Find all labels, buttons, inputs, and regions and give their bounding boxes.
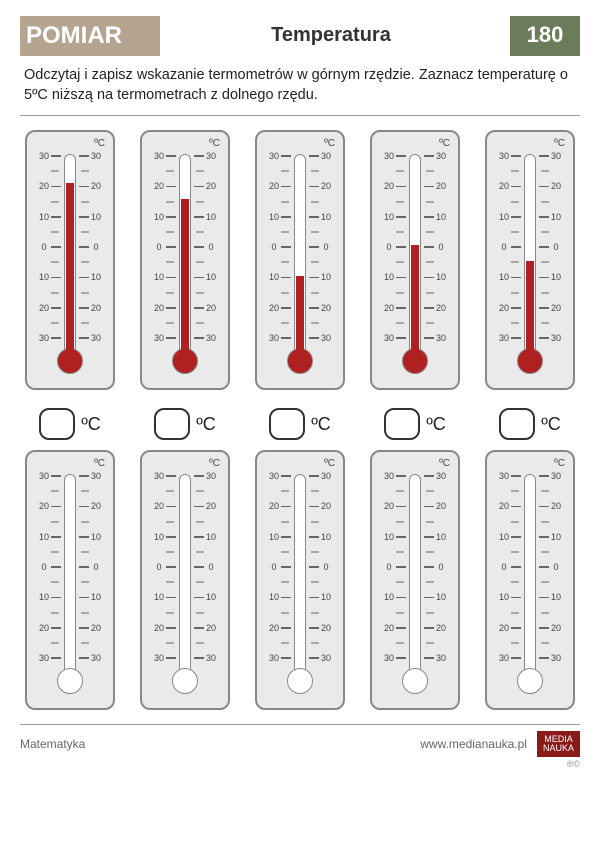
thermometer-bulb	[402, 348, 428, 374]
copyright: ®©	[20, 759, 580, 769]
answer-input-box[interactable]	[269, 408, 305, 440]
category-label: POMIAR	[20, 16, 160, 56]
publisher-logo: MEDIANAUKA	[537, 731, 580, 757]
answer-input-box[interactable]	[499, 408, 535, 440]
thermometer: ºC30302020101000101020203030	[255, 450, 345, 710]
answer-row: ºC ºC ºC ºC ºC	[20, 400, 580, 440]
answer-input-box[interactable]	[39, 408, 75, 440]
thermometer-bulb	[517, 348, 543, 374]
thermometer-bulb	[57, 668, 83, 694]
worksheet-header: POMIAR Temperatura 180	[20, 16, 580, 56]
thermometer: ºC30302020101000101020203030	[485, 450, 575, 710]
thermometer-bulb	[172, 348, 198, 374]
unit-label: ºC	[196, 414, 216, 435]
page-number: 180	[510, 16, 580, 56]
mercury-column	[66, 183, 74, 350]
thermometer: ºC30302020101000101020203030	[255, 130, 345, 390]
unit-label: ºC	[426, 414, 446, 435]
thermometer: ºC30302020101000101020203030	[25, 450, 115, 710]
unit-label: ºC	[81, 414, 101, 435]
thermometer-bulb	[287, 668, 313, 694]
thermometer-bulb	[172, 668, 198, 694]
mercury-column	[411, 245, 419, 350]
instructions-text: Odczytaj i zapisz wskazanie termometrów …	[20, 64, 580, 116]
answer-input-box[interactable]	[154, 408, 190, 440]
topic-label: Temperatura	[160, 16, 502, 56]
thermometer: ºC30302020101000101020203030	[25, 130, 115, 390]
thermometer-bulb	[287, 348, 313, 374]
thermometer: ºC30302020101000101020203030	[140, 450, 230, 710]
thermometer: ºC30302020101000101020203030	[140, 130, 230, 390]
unit-label: ºC	[541, 414, 561, 435]
thermometer: ºC30302020101000101020203030	[370, 130, 460, 390]
answer-input-box[interactable]	[384, 408, 420, 440]
thermometer-row-bottom: ºC30302020101000101020203030 ºC3030202010…	[20, 450, 580, 710]
thermometer: ºC30302020101000101020203030	[370, 450, 460, 710]
worksheet-footer: Matematyka www.medianauka.pl MEDIANAUKA	[20, 724, 580, 757]
subject-label: Matematyka	[20, 737, 85, 751]
mercury-column	[526, 261, 534, 351]
thermometer-bulb	[57, 348, 83, 374]
thermometer-bulb	[517, 668, 543, 694]
mercury-column	[181, 199, 189, 351]
unit-label: ºC	[311, 414, 331, 435]
mercury-column	[296, 276, 304, 350]
footer-url: www.medianauka.pl	[420, 737, 527, 751]
thermometer-row-top: ºC30302020101000101020203030 ºC3030202010…	[20, 130, 580, 390]
thermometer-bulb	[402, 668, 428, 694]
thermometer: ºC30302020101000101020203030	[485, 130, 575, 390]
